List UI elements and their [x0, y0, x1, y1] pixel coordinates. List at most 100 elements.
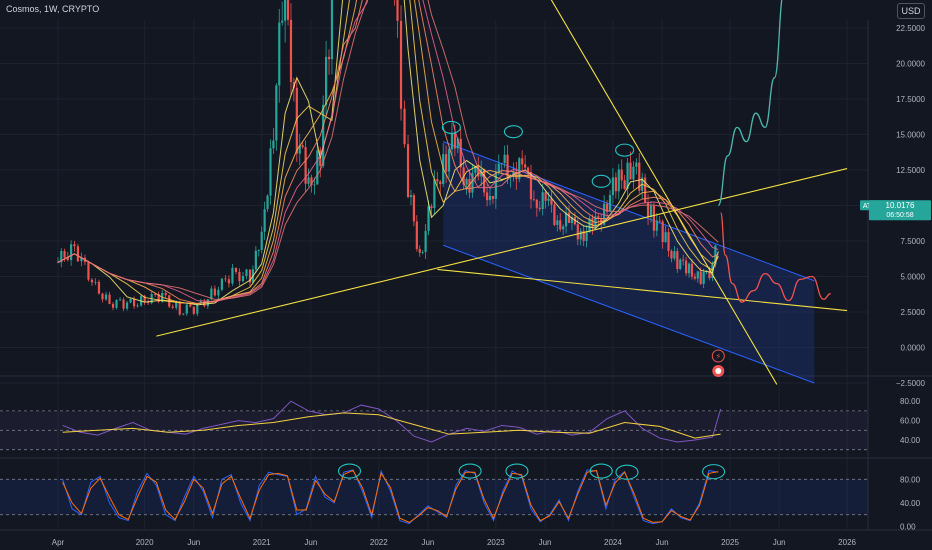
candle-body	[396, 0, 399, 21]
candle-body	[143, 295, 146, 303]
chart-title: Cosmos, 1W, CRYPTO	[6, 4, 100, 14]
candle-body	[189, 304, 192, 307]
candle-body	[456, 138, 459, 149]
candle-body	[421, 252, 424, 253]
candle-body	[330, 0, 334, 60]
candle-body	[238, 271, 241, 282]
price-axis-label: 20.0000	[896, 60, 925, 69]
candle-body	[94, 281, 97, 283]
candle-body	[257, 249, 260, 251]
candle-body	[564, 212, 568, 227]
candle-body	[603, 203, 606, 225]
candle-body	[652, 206, 656, 231]
currency-button[interactable]: USD	[897, 3, 925, 19]
candle-body	[424, 230, 427, 253]
candle-body	[324, 56, 328, 105]
rsi-axis-label: 40.00	[900, 436, 921, 445]
candle-body	[644, 177, 647, 203]
highlight-circle	[505, 463, 529, 479]
candle-body	[111, 303, 115, 308]
stoch-axis-label: 0.00	[900, 523, 916, 532]
highlight-circle	[702, 464, 726, 480]
candle-body	[234, 267, 238, 272]
candle-body	[192, 306, 195, 314]
candle-body	[254, 250, 257, 270]
candle-body	[295, 87, 298, 154]
candle-body	[529, 172, 533, 200]
candle-body	[248, 269, 252, 283]
candle-body	[327, 56, 331, 60]
candle-body	[178, 302, 181, 315]
candle-body	[664, 232, 667, 243]
candle-body	[231, 267, 234, 284]
candle-body	[241, 275, 245, 282]
candle-body	[488, 196, 492, 201]
candle-body	[708, 270, 711, 279]
candle-body	[66, 257, 69, 261]
candle-body	[196, 303, 199, 314]
candle-body	[459, 138, 462, 168]
candle-body	[521, 158, 524, 165]
highlight-circle	[337, 463, 362, 479]
candle-body	[453, 133, 456, 149]
candle-body	[626, 162, 629, 189]
candle-body	[524, 164, 527, 168]
candle-body	[629, 162, 632, 180]
candle-body	[447, 149, 451, 172]
candle-body	[702, 272, 705, 284]
candle-body	[646, 202, 650, 218]
time-axis-label: Jun	[656, 538, 669, 547]
candle-body	[485, 192, 489, 201]
candle-body	[175, 302, 178, 308]
candle-body	[477, 166, 480, 177]
price-axis-label: 17.5000	[896, 95, 925, 104]
candle-body	[199, 301, 202, 304]
candle-body	[157, 294, 160, 302]
ma-ribbon-line	[57, 0, 719, 300]
candle-body	[494, 172, 497, 199]
candle-body	[503, 154, 506, 164]
candle-body	[171, 306, 174, 308]
candle-body	[579, 230, 582, 240]
candle-body	[585, 232, 588, 241]
rsi-line	[62, 400, 722, 443]
candle-body	[682, 259, 685, 261]
candle-body	[468, 178, 471, 193]
candle-body	[506, 154, 509, 178]
candle-body	[497, 163, 500, 173]
candle-body	[614, 177, 617, 192]
price-axis-label: 15.0000	[896, 131, 925, 140]
price-axis-label: 12.5000	[896, 166, 925, 175]
candle-body	[500, 163, 503, 164]
candle-body	[101, 293, 104, 300]
candle-body	[582, 230, 585, 241]
candle-body	[210, 288, 213, 300]
candle-body	[532, 199, 536, 201]
time-axis-label: Jun	[773, 538, 786, 547]
candle-body	[406, 144, 410, 198]
candle-body	[541, 192, 544, 210]
candle-body	[164, 292, 167, 296]
candle-body	[620, 169, 623, 181]
candle-body	[97, 281, 101, 294]
highlight-circle	[458, 463, 482, 479]
candle-body	[699, 271, 702, 284]
candle-body	[588, 218, 591, 233]
candle-body	[670, 250, 673, 259]
highlight-circle	[503, 125, 523, 139]
candle-body	[526, 167, 530, 173]
highlight-circle	[615, 143, 635, 157]
candle-body	[403, 108, 406, 145]
channel-bottom-line	[442, 244, 815, 384]
price-axis-label: 2.5000	[901, 308, 926, 317]
candle-body	[553, 204, 556, 225]
candle-body	[693, 276, 696, 279]
candle-body	[224, 278, 227, 280]
candle-body	[544, 192, 547, 201]
candle-body	[263, 209, 266, 232]
time-axis-label: Jun	[187, 538, 200, 547]
stoch-d-line	[62, 469, 719, 523]
candle-body	[570, 217, 574, 223]
